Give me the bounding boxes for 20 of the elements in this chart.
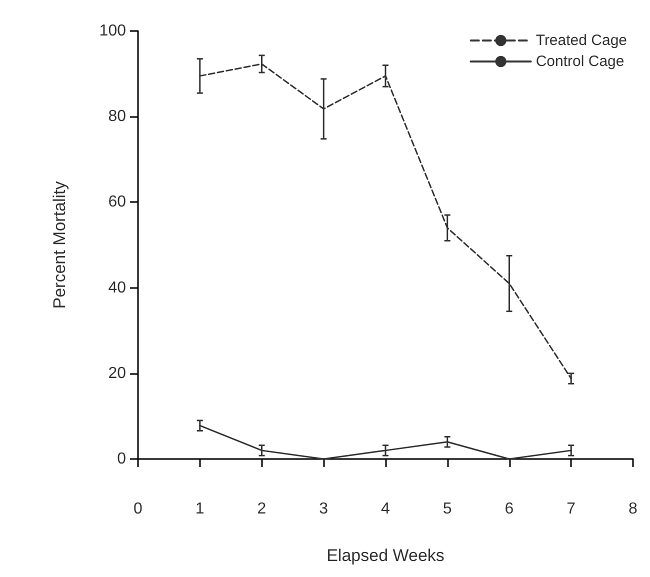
- x-tick-label: 7: [566, 500, 576, 518]
- x-tick-label: 5: [442, 500, 452, 518]
- y-tick-label: 60: [108, 194, 126, 211]
- x-axis-title: Elapsed Weeks: [326, 546, 444, 565]
- legend-label: Control Cage: [536, 53, 624, 70]
- x-tick-label: 8: [628, 500, 638, 518]
- x-tick-label: 0: [134, 500, 143, 518]
- x-tick-label: 6: [504, 500, 514, 518]
- y-tick-label: 40: [108, 279, 126, 296]
- y-tick-label: 100: [99, 22, 126, 40]
- x-tick-label: 2: [257, 500, 266, 518]
- line-series: [199, 424, 572, 460]
- x-tick-label: 1: [195, 500, 204, 518]
- x-tick-label: 3: [319, 500, 328, 518]
- y-tick-label: 20: [108, 364, 126, 382]
- y-axis-title: Percent Mortality: [50, 180, 69, 309]
- x-tick-label: 4: [381, 500, 390, 518]
- y-tick-label: 80: [108, 108, 126, 126]
- legend-label: Treated Cage: [536, 32, 628, 49]
- y-tick-label: 0: [117, 450, 126, 468]
